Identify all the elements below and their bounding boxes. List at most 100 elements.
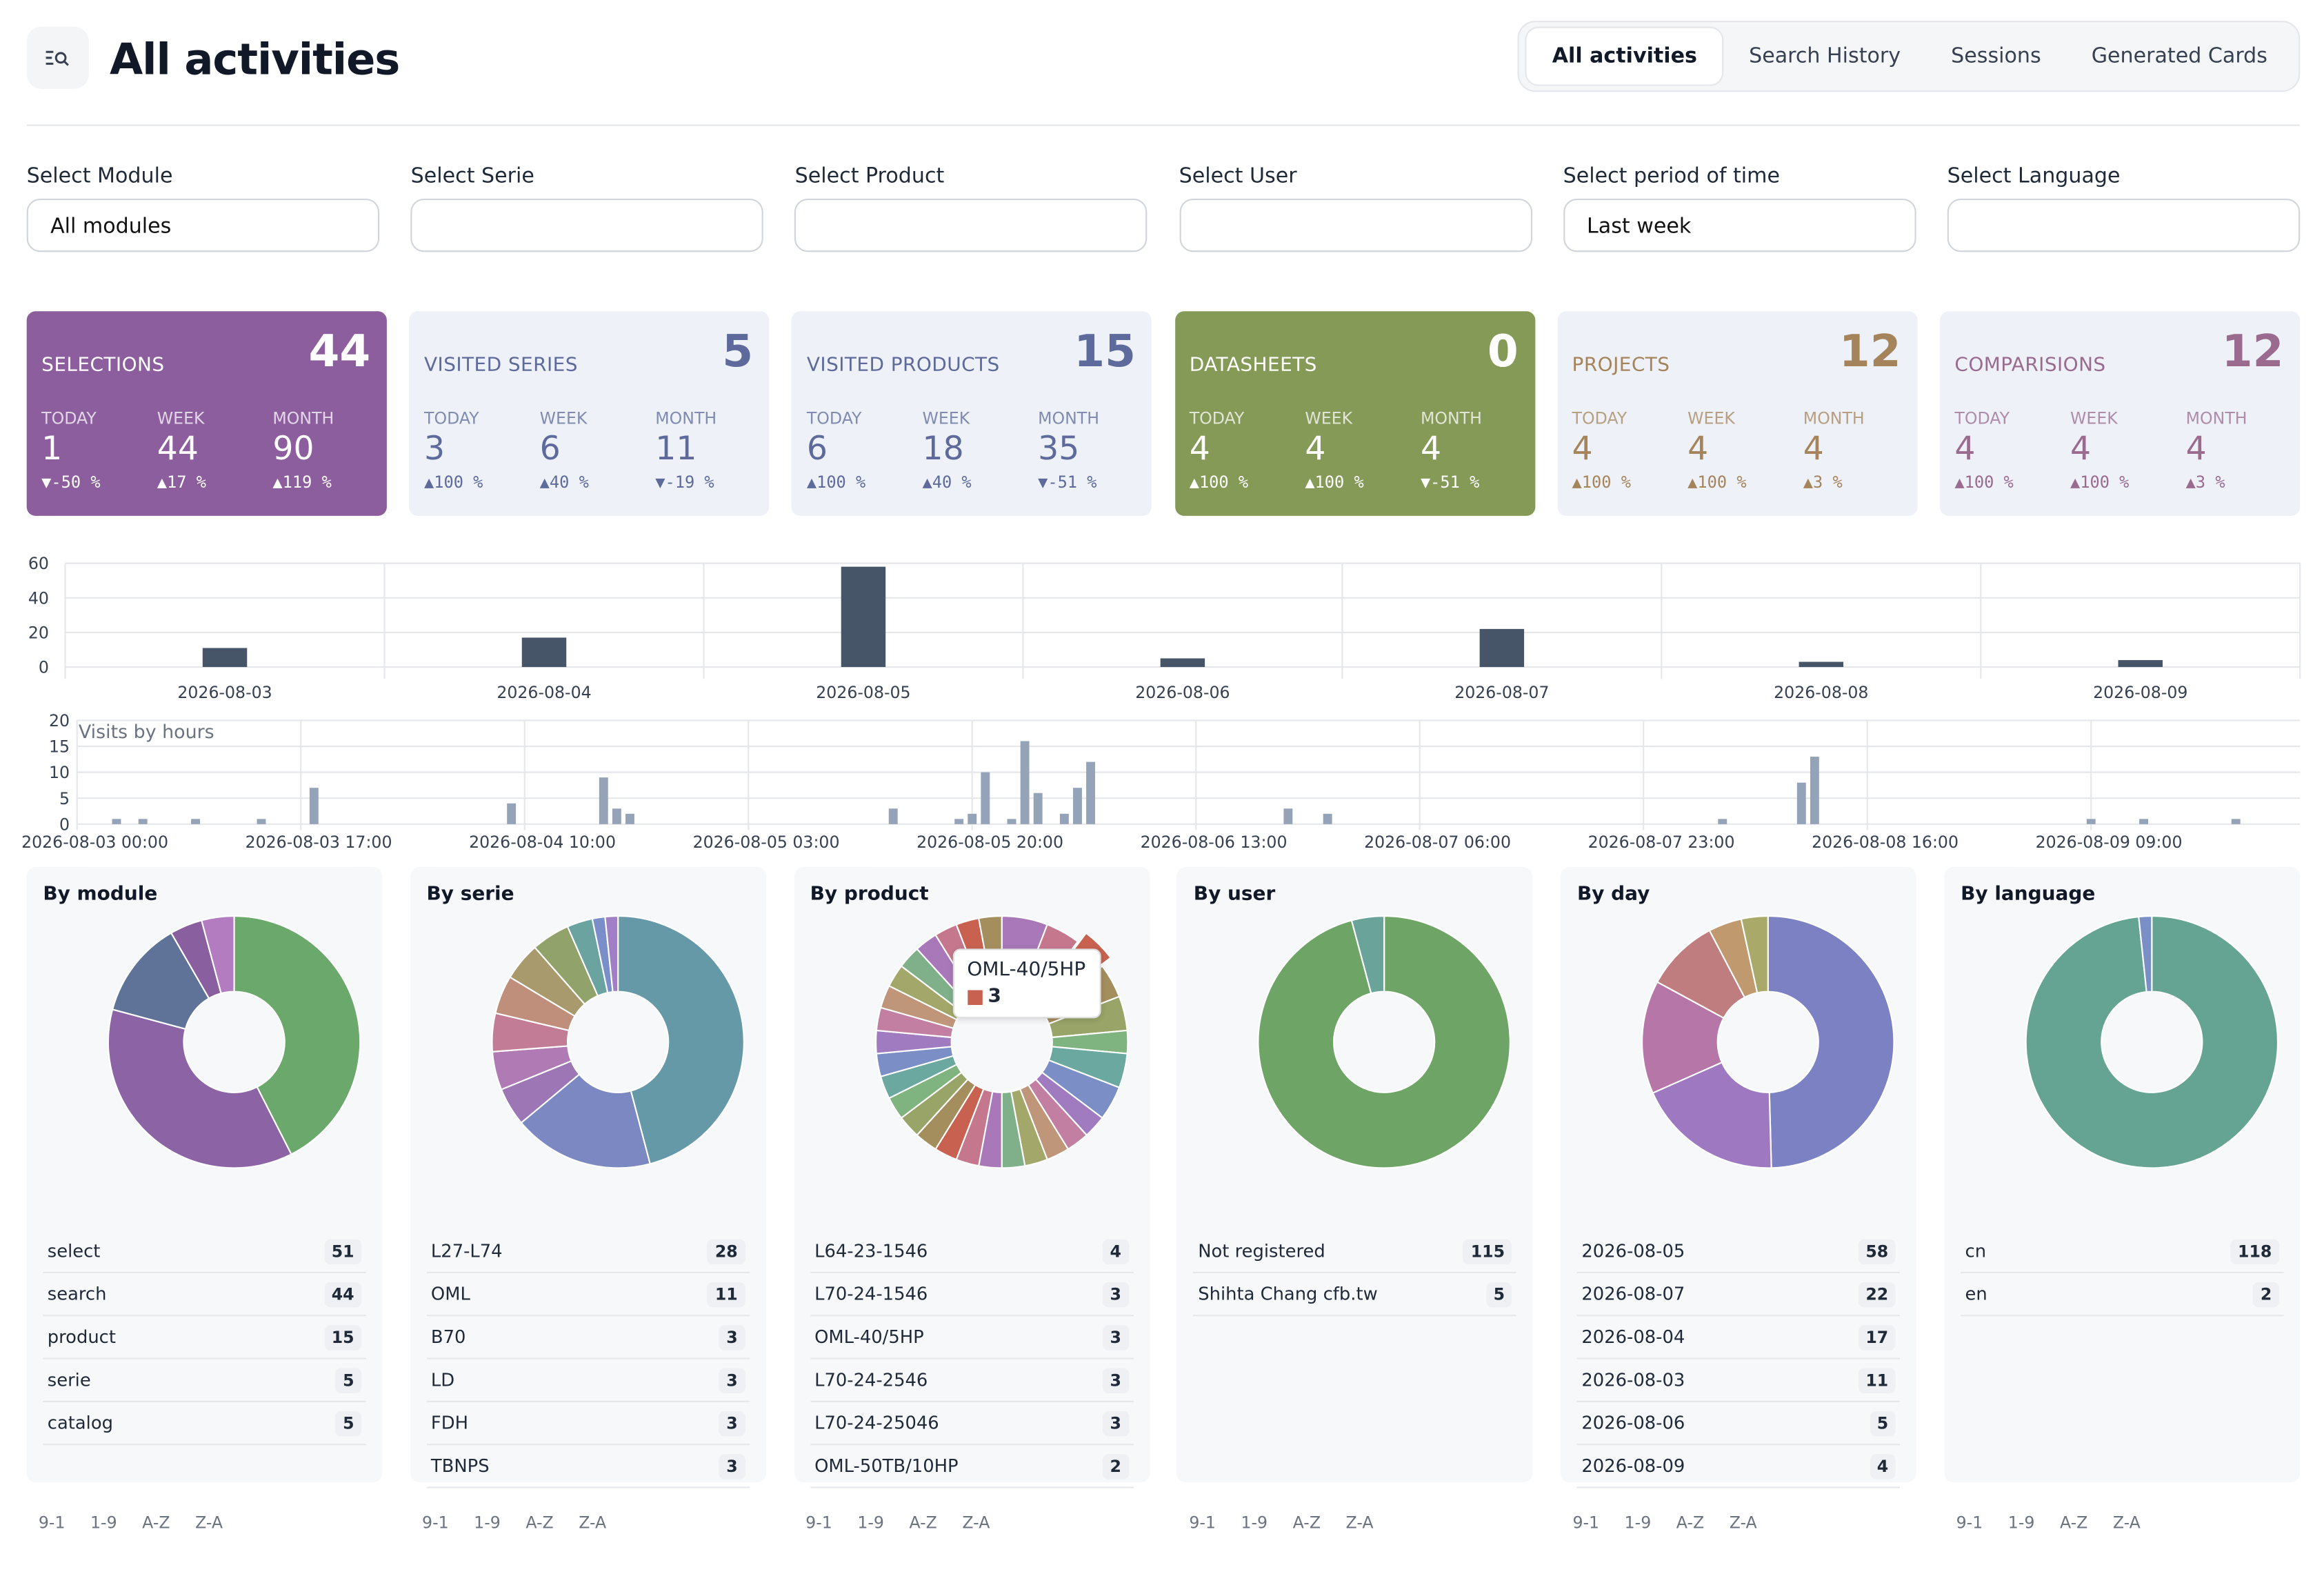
list-item[interactable]: LD 3 [426,1359,750,1402]
stat-card-visited-products[interactable]: VISITED PRODUCTS 15 TODAY 6 ▲100 % WEEK 18 ▲40 … [792,311,1152,516]
bar[interactable] [1796,782,1806,824]
bar[interactable] [2139,819,2149,824]
sort-option[interactable]: Z-A [579,1513,607,1533]
bar[interactable] [1283,808,1293,824]
list-item[interactable]: 2026-08-05 58 [1576,1231,1901,1273]
list-item[interactable]: serie 5 [43,1359,366,1402]
sort-option[interactable]: A-Z [909,1513,937,1533]
bar[interactable] [1073,788,1082,824]
user-select[interactable] [1179,198,1532,252]
pie-slice[interactable] [200,915,235,995]
pie-slice[interactable] [603,915,619,993]
bar[interactable] [954,819,964,824]
bar[interactable] [2118,660,2163,668]
list-item[interactable]: L70-24-25046 3 [810,1402,1134,1446]
stat-card-visited-series[interactable]: VISITED SERIES 5 TODAY 3 ▲100 % WEEK 6 ▲40 % MON… [409,311,770,516]
sort-option[interactable]: A-Z [1676,1513,1705,1533]
sort-option[interactable]: Z-A [962,1513,990,1533]
pie-slice[interactable] [1656,929,1746,1019]
sort-option[interactable]: 9-1 [422,1513,449,1533]
bar[interactable] [1718,819,1727,824]
stat-card-projects[interactable]: PROJECTS 12 TODAY 4 ▲100 % WEEK 4 ▲100 % MONTH 4 ▲… [1557,311,1918,516]
bar[interactable] [521,637,567,668]
list-item[interactable]: L70-24-1546 3 [810,1273,1134,1317]
bar[interactable] [2231,819,2241,824]
bar[interactable] [1059,813,1069,824]
list-item[interactable]: Not registered 115 [1193,1231,1517,1273]
stat-card-comparisions[interactable]: COMPARISIONS 12 TODAY 4 ▲100 % WEEK 4 ▲100 % MON… [1939,311,2301,516]
pie-slice[interactable] [1641,981,1725,1095]
pie-slice[interactable] [617,915,745,1165]
sort-option[interactable]: A-Z [525,1513,554,1533]
bar[interactable] [1479,628,1525,668]
sort-option[interactable]: 9-1 [1572,1513,1600,1533]
bar[interactable] [138,819,148,824]
pie-slice[interactable] [1351,915,1386,995]
sort-option[interactable]: 1-9 [1241,1513,1268,1533]
list-item[interactable]: en 2 [1961,1273,2284,1317]
pie-slice[interactable] [1652,1061,1773,1169]
pie-slice[interactable] [1767,915,1895,1169]
pie-slice[interactable] [2025,915,2279,1169]
bar[interactable] [625,813,634,824]
product-select[interactable] [794,198,1148,252]
list-item[interactable]: 2026-08-03 11 [1576,1359,1901,1402]
pie-slice[interactable] [519,1073,651,1169]
list-item[interactable]: FDH 3 [426,1402,750,1446]
list-item[interactable]: 2026-08-07 22 [1576,1273,1901,1317]
list-item[interactable]: catalog 5 [43,1402,366,1446]
bar[interactable] [112,819,121,824]
bar[interactable] [1799,661,1844,668]
sort-option[interactable]: A-Z [1292,1513,1321,1533]
sort-option[interactable]: A-Z [2059,1513,2088,1533]
period-select[interactable]: Last week [1563,198,1916,252]
bar[interactable] [1086,761,1095,824]
bar[interactable] [599,777,608,824]
bar[interactable] [1160,658,1205,668]
list-item[interactable]: product 15 [43,1316,366,1359]
bar[interactable] [888,808,898,824]
sort-option[interactable]: Z-A [195,1513,223,1533]
bar[interactable] [1810,757,1819,824]
bar[interactable] [1020,741,1030,824]
bar[interactable] [507,803,517,824]
bar[interactable] [841,566,886,668]
sort-option[interactable]: 9-1 [38,1513,66,1533]
bar[interactable] [968,813,977,824]
list-item[interactable]: L27-L74 28 [426,1231,750,1273]
bar[interactable] [1323,813,1332,824]
list-item[interactable]: 2026-08-09 4 [1576,1445,1901,1488]
sort-option[interactable]: Z-A [1729,1513,1757,1533]
tab-generated-cards[interactable]: Generated Cards [2091,44,2267,68]
list-item[interactable]: L70-24-2546 3 [810,1359,1134,1402]
list-item[interactable]: B70 3 [426,1316,750,1359]
pie-slice[interactable] [107,1008,292,1169]
tab-all-activities[interactable]: All activities [1525,26,1724,86]
bar[interactable] [1007,819,1016,824]
sort-option[interactable]: 1-9 [857,1513,884,1533]
list-item[interactable]: TBNPS 3 [426,1445,750,1488]
sort-option[interactable]: Z-A [1345,1513,1374,1533]
pie-slice[interactable] [1740,915,1770,994]
list-item[interactable]: L64-23-1546 4 [810,1231,1134,1273]
list-item[interactable]: select 51 [43,1231,366,1273]
sort-option[interactable]: A-Z [142,1513,170,1533]
sort-option[interactable]: 9-1 [805,1513,832,1533]
list-item[interactable]: 2026-08-04 17 [1576,1316,1901,1359]
module-select[interactable]: All modules [26,198,380,252]
sort-option[interactable]: 9-1 [1956,1513,1983,1533]
list-item[interactable]: 2026-08-06 5 [1576,1402,1901,1446]
serie-select[interactable] [410,198,764,252]
pie-slice[interactable] [2138,915,2153,993]
sort-option[interactable]: 1-9 [90,1513,117,1533]
list-item[interactable]: OML 11 [426,1273,750,1317]
sort-option[interactable]: 1-9 [2007,1513,2035,1533]
bar[interactable] [981,772,990,824]
bar[interactable] [191,819,200,824]
language-select[interactable] [1947,198,2301,252]
menu-button[interactable] [26,26,89,89]
tab-sessions[interactable]: Sessions [1951,44,2041,68]
list-item[interactable]: search 44 [43,1273,366,1317]
pie-slice[interactable] [233,915,361,1155]
bar[interactable] [257,819,266,824]
